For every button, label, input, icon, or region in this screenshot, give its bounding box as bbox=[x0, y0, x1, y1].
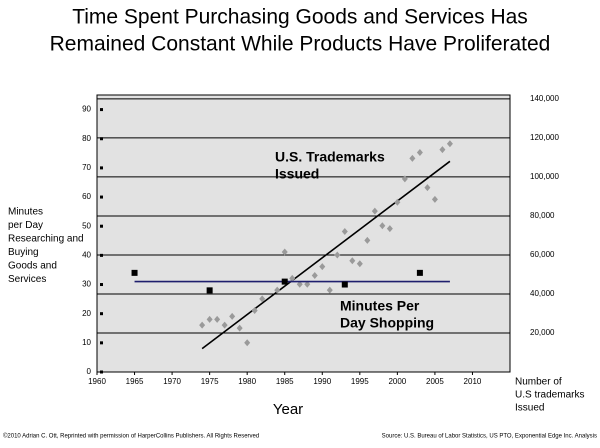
point bbox=[131, 269, 138, 276]
point bbox=[296, 280, 303, 288]
text-line: U.S. Trademarks bbox=[275, 149, 385, 165]
point bbox=[274, 286, 281, 294]
y-tick bbox=[100, 137, 103, 141]
y2-tick-label: 100,000 bbox=[530, 172, 559, 181]
y2-tick-label: 140,000 bbox=[530, 94, 559, 103]
point bbox=[326, 286, 333, 294]
y-tick-label: 80 bbox=[82, 134, 91, 143]
point bbox=[289, 274, 296, 282]
point bbox=[409, 154, 416, 162]
x-tick-label: 2000 bbox=[388, 377, 406, 386]
y2-tick-label: 60,000 bbox=[530, 250, 555, 259]
y-tick bbox=[100, 166, 103, 170]
point bbox=[311, 271, 318, 279]
point bbox=[364, 236, 371, 244]
point bbox=[416, 149, 423, 157]
point bbox=[341, 281, 348, 288]
text-line: Time Spent Purchasing Goods and Services… bbox=[72, 6, 528, 29]
marks bbox=[131, 140, 453, 350]
text-line: U.S trademarks bbox=[515, 390, 584, 401]
text-line: Goods and bbox=[8, 261, 57, 272]
x-tick-label: 1965 bbox=[126, 377, 144, 386]
point bbox=[379, 222, 386, 230]
text-line: Remained Constant While Products Have Pr… bbox=[50, 33, 551, 56]
x-tick-label: 1980 bbox=[238, 377, 256, 386]
trend-line bbox=[201, 160, 451, 350]
y-tick bbox=[100, 370, 103, 374]
text-line: per Day bbox=[8, 220, 43, 231]
point bbox=[424, 184, 431, 192]
point bbox=[401, 175, 408, 183]
y-tick bbox=[100, 108, 103, 112]
y-tick bbox=[100, 312, 103, 316]
x-tick-label: 1975 bbox=[201, 377, 219, 386]
point bbox=[319, 263, 326, 271]
point bbox=[341, 228, 348, 236]
point bbox=[206, 315, 213, 323]
y-tick bbox=[100, 341, 103, 345]
point bbox=[446, 140, 453, 148]
x-axis-title: Year bbox=[273, 401, 303, 418]
plot-area bbox=[96, 94, 511, 373]
x-tick-label: 1960 bbox=[88, 377, 106, 386]
text-line: Services bbox=[8, 274, 46, 285]
y-tick bbox=[100, 224, 103, 228]
point bbox=[236, 324, 243, 332]
point bbox=[244, 339, 251, 347]
point bbox=[431, 195, 438, 203]
text-line: Buying bbox=[8, 247, 39, 258]
y-tick-label: 20 bbox=[82, 309, 91, 318]
y-tick-label: 70 bbox=[82, 163, 91, 172]
point bbox=[281, 248, 288, 256]
point bbox=[281, 278, 288, 285]
point bbox=[386, 225, 393, 233]
point bbox=[221, 321, 228, 329]
point bbox=[371, 207, 378, 215]
point bbox=[334, 251, 341, 259]
point bbox=[416, 269, 423, 276]
x-tick-label: 2005 bbox=[426, 377, 444, 386]
point bbox=[439, 146, 446, 154]
point bbox=[251, 307, 258, 315]
point bbox=[349, 257, 356, 265]
y2-tick-label: 40,000 bbox=[530, 289, 555, 298]
x-tick-label: 1970 bbox=[163, 377, 181, 386]
x-tick-label: 2010 bbox=[464, 377, 482, 386]
text-line: Issued bbox=[275, 166, 319, 182]
x-tick-label: 1985 bbox=[276, 377, 294, 386]
y-tick-label: 30 bbox=[82, 280, 91, 289]
text-line: Minutes Per bbox=[340, 298, 420, 314]
footnote: ©2010 Adrian C. Ott, Reprinted with perm… bbox=[3, 433, 259, 440]
text-line: Number of bbox=[515, 377, 562, 388]
y-tick-label: 10 bbox=[82, 338, 91, 347]
y-tick bbox=[100, 253, 103, 257]
point bbox=[229, 312, 236, 320]
y-tick-label: 60 bbox=[82, 192, 91, 201]
y-tick-label: 40 bbox=[82, 250, 91, 259]
point bbox=[394, 198, 401, 206]
y2-tick-label: 80,000 bbox=[530, 211, 555, 220]
y-tick-label: 0 bbox=[87, 367, 92, 376]
point bbox=[304, 280, 311, 288]
text-line: Minutes bbox=[8, 207, 43, 218]
point bbox=[356, 260, 363, 268]
grid bbox=[97, 98, 510, 334]
text-line: Researching and bbox=[8, 234, 84, 245]
text-line: Issued bbox=[515, 403, 544, 414]
y-tick-label: 50 bbox=[82, 221, 91, 230]
text-line: Day Shopping bbox=[340, 315, 434, 331]
x-tick-label: 1990 bbox=[313, 377, 331, 386]
y-tick bbox=[100, 195, 103, 199]
point bbox=[214, 315, 221, 323]
y2-tick-label: 120,000 bbox=[530, 133, 559, 142]
x-tick-label: 1995 bbox=[351, 377, 369, 386]
y-tick bbox=[100, 283, 103, 287]
point bbox=[206, 287, 213, 294]
point bbox=[199, 321, 206, 329]
point bbox=[259, 295, 266, 303]
footnote: Source: U.S. Bureau of Labor Statistics,… bbox=[382, 434, 597, 440]
y-tick-label: 90 bbox=[82, 105, 91, 114]
y2-tick-label: 20,000 bbox=[530, 328, 555, 337]
